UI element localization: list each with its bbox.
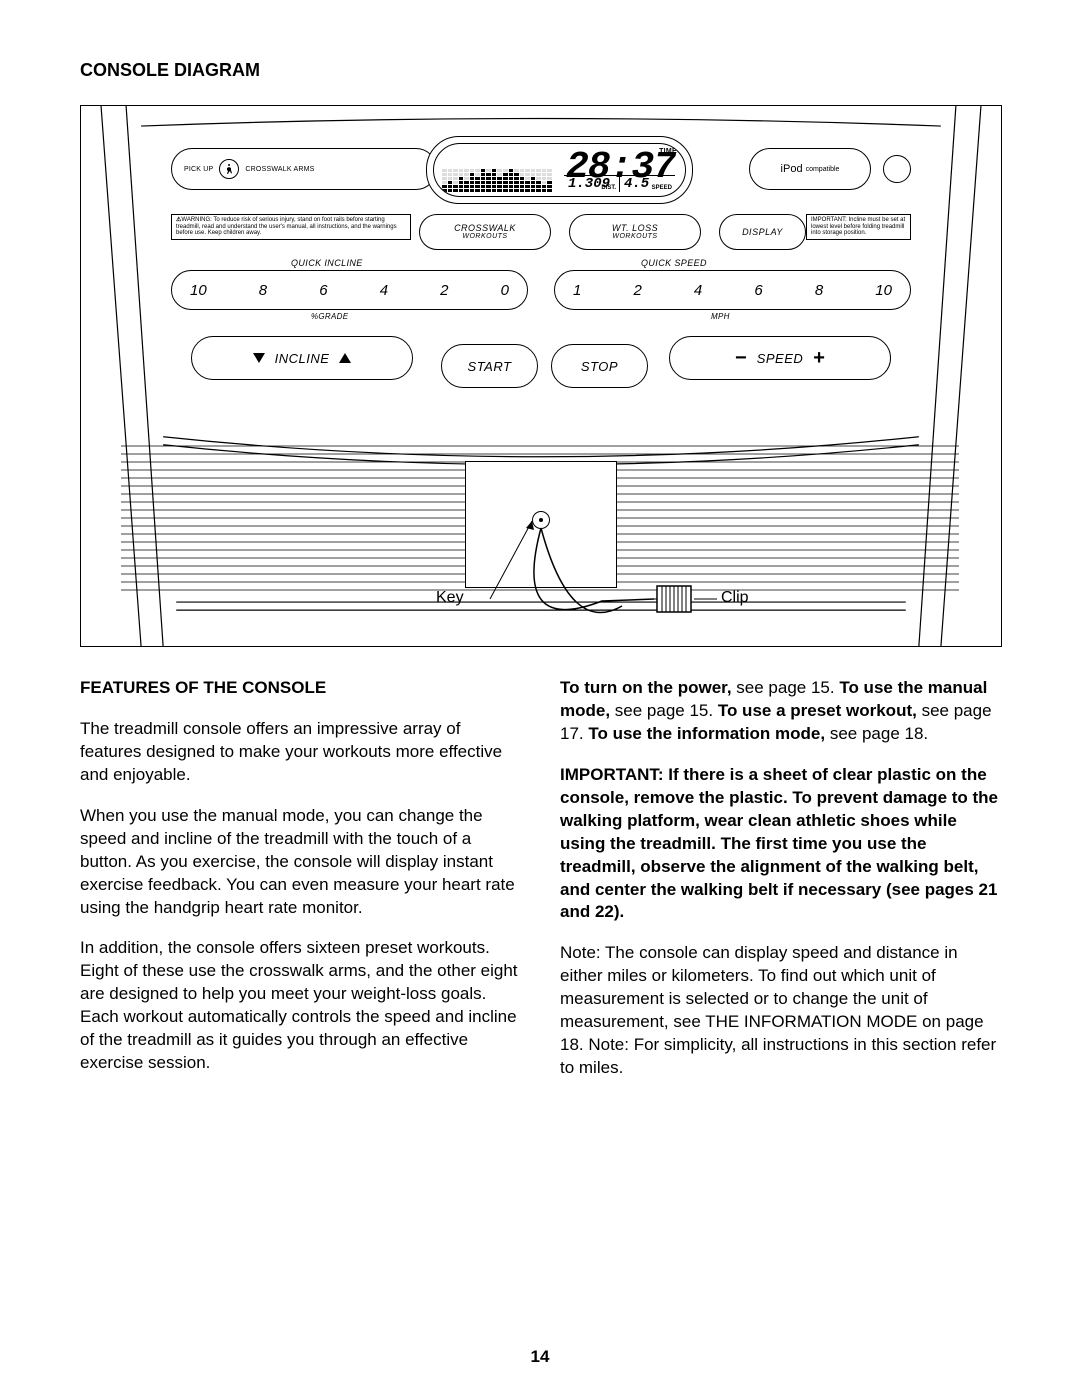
quick-speed-label: QUICK SPEED [641,258,707,268]
quick-incline-label: QUICK INCLINE [291,258,363,268]
btn-wtloss-top: WT. LOSS [612,224,658,233]
crosswalk-arms-text: CROSSWALK ARMS [245,166,314,173]
aux-button[interactable] [883,155,911,183]
start-button[interactable]: START [441,344,538,388]
important-box: IMPORTANT: Incline must be set at lowest… [806,214,911,240]
display-button[interactable]: DISPLAY [719,214,806,250]
runner-icon [219,159,239,179]
lcd-display: 28:37 TIME 1.309DIST. 4.5SPEED [426,136,693,204]
r1g: To use the information mode, [588,724,825,743]
incline-up-down-button[interactable]: INCLINE [191,336,413,380]
r1d: see page 15. [610,701,718,720]
btn-display-text: DISPLAY [742,227,783,237]
chevron-down-icon [253,353,265,363]
safety-key-hole [532,511,550,529]
start-label: START [468,359,512,374]
lcd-speed-value: 4.5 [624,176,649,192]
stop-label: STOP [581,359,618,374]
quick-incline-bar[interactable]: 1086420 [171,270,528,310]
mph-unit-label: MPH [711,312,730,321]
key-annotation: Key [436,589,464,607]
warning-box: ⚠WARNING: To reduce risk of serious inju… [171,214,411,240]
section-title-features: FEATURES OF THE CONSOLE [80,677,520,700]
r1h: see page 18. [825,724,928,743]
lcd-speed-segment: 4.5SPEED [620,176,675,192]
r1b: see page 15. [732,678,840,697]
para-1: The treadmill console offers an impressi… [80,718,520,787]
speed-numbers: 1246810 [573,282,892,299]
body-columns: FEATURES OF THE CONSOLE The treadmill co… [80,677,1000,1098]
r1e: To use a preset workout, [718,701,917,720]
btn-crosswalk-top: CROSSWALK [454,224,516,233]
wtloss-workouts-button[interactable]: WT. LOSS WORKOUTS [569,214,701,250]
pickup-crosswalk-arms-label: PICK UP CROSSWALK ARMS [171,148,437,190]
stop-button[interactable]: STOP [551,344,648,388]
ipod-compatible-label: iPod compatible [749,148,871,190]
incline-btn-label: INCLINE [275,351,330,366]
lcd-profile-bars [442,168,552,192]
chevron-up-icon [339,353,351,363]
para-2: When you use the manual mode, you can ch… [80,805,520,920]
ipod-sub-text: compatible [806,166,840,173]
para-r3: Note: The console can display speed and … [560,942,1000,1080]
incline-numbers: 1086420 [190,282,509,299]
r1a: To turn on the power, [560,678,732,697]
quick-speed-bar[interactable]: 1246810 [554,270,911,310]
plus-icon: + [813,348,825,368]
console-diagram: PICK UP CROSSWALK ARMS 28:37 TIME 1.309D… [80,105,1002,647]
ipod-text: iPod [781,163,803,175]
para-r2: IMPORTANT: If there is a sheet of clear … [560,764,1000,925]
pickup-text: PICK UP [184,166,213,173]
page-number: 14 [0,1347,1080,1367]
btn-wtloss-bot: WORKOUTS [612,233,657,240]
lcd-dist-label: DIST. [601,185,616,191]
crosswalk-workouts-button[interactable]: CROSSWALK WORKOUTS [419,214,551,250]
speed-up-down-button[interactable]: − SPEED + [669,336,891,380]
minus-icon: − [735,348,747,368]
left-column: FEATURES OF THE CONSOLE The treadmill co… [80,677,520,1098]
para-3: In addition, the console offers sixteen … [80,937,520,1075]
control-panel: PICK UP CROSSWALK ARMS 28:37 TIME 1.309D… [171,136,911,421]
grade-unit-label: %GRADE [311,312,348,321]
lcd-speed-label: SPEED [652,185,672,191]
lcd-dist-segment: 1.309DIST. [564,176,620,192]
lcd-time-label: TIME [659,148,677,155]
speed-btn-label: SPEED [757,351,804,366]
para-r1: To turn on the power, see page 15. To us… [560,677,1000,746]
page: CONSOLE DIAGRAM [0,0,1080,1397]
section-title-diagram: CONSOLE DIAGRAM [80,60,1000,81]
warning-text: WARNING: To reduce risk of serious injur… [176,217,397,236]
clip-annotation: Clip [721,589,749,607]
important-text: IMPORTANT: Incline must be set at lowest… [811,217,905,236]
btn-crosswalk-bot: WORKOUTS [462,233,507,240]
right-column: To turn on the power, see page 15. To us… [560,677,1000,1098]
